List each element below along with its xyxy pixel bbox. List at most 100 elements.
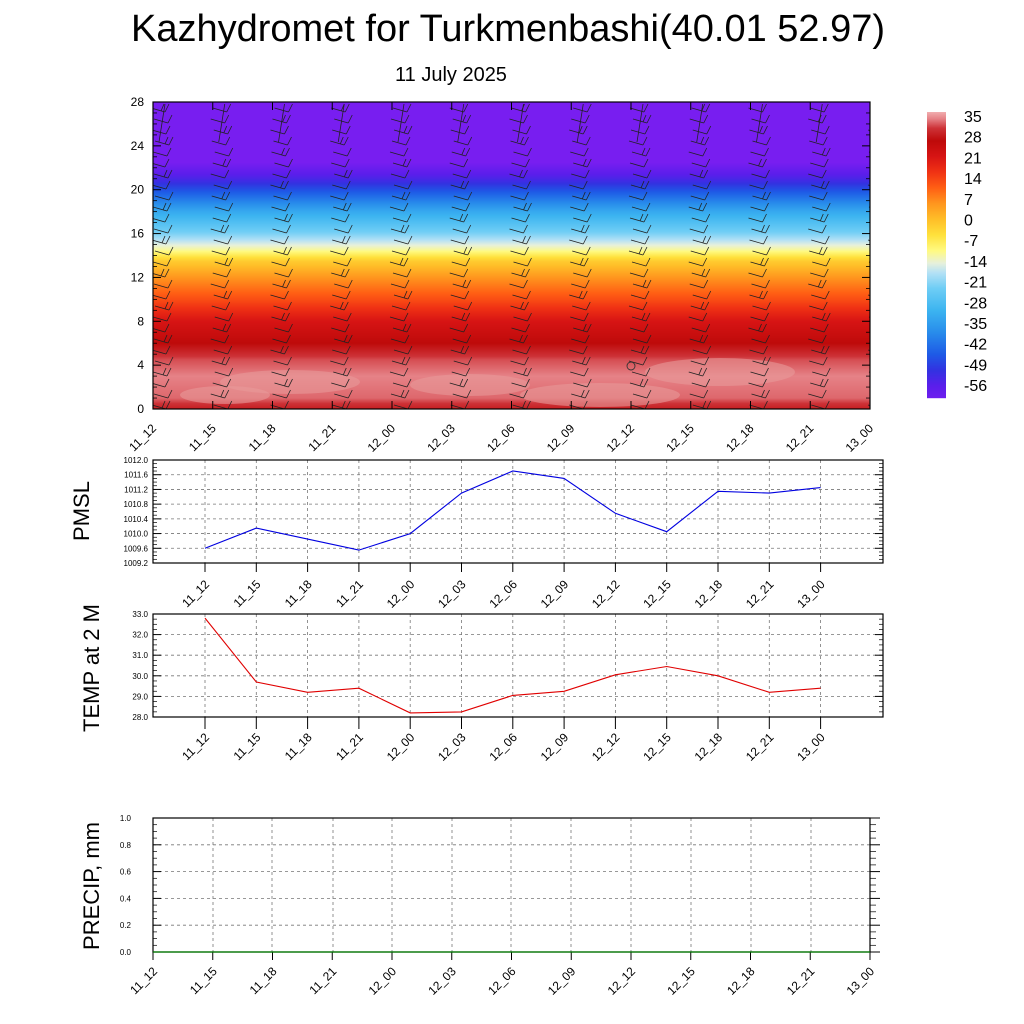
wind-barb xyxy=(391,356,411,366)
heatmap-band xyxy=(153,252,870,254)
heatmap-band xyxy=(153,171,870,173)
heatmap-band xyxy=(153,146,870,148)
heatmap-band xyxy=(153,127,870,129)
colorbar-band xyxy=(927,254,946,256)
heatmap-band xyxy=(153,283,870,285)
heatmap-ytick-label: 8 xyxy=(137,314,144,328)
xtick-label: 11_21 xyxy=(333,730,366,763)
wind-barb xyxy=(748,158,767,168)
wind-barb xyxy=(629,323,649,333)
colorbar-label: 35 xyxy=(964,109,982,126)
colorbar-band xyxy=(927,269,946,271)
heatmap-band xyxy=(153,218,870,220)
colorbar-band xyxy=(927,308,946,310)
colorbar-band xyxy=(927,274,946,276)
colorbar-band xyxy=(927,329,946,331)
wind-barb xyxy=(153,224,173,234)
ytick-label: 0.2 xyxy=(120,921,132,930)
heatmap-band xyxy=(153,326,870,328)
heatmap-patch xyxy=(645,358,795,386)
heatmap-band xyxy=(153,265,870,267)
wind-barb xyxy=(453,356,473,366)
wind-barb xyxy=(629,378,649,388)
colorbar-band xyxy=(927,302,946,304)
wind-barb xyxy=(270,345,289,355)
wind-barb xyxy=(812,257,831,267)
wind-barb xyxy=(572,191,591,201)
wind-barb xyxy=(210,389,230,399)
colorbar-band xyxy=(927,370,946,372)
colorbar-band xyxy=(927,168,946,170)
wind-barb xyxy=(153,400,171,409)
colorbar-band xyxy=(927,183,946,185)
colorbar-band xyxy=(927,281,946,283)
heatmap-band xyxy=(153,355,870,357)
colorbar-band xyxy=(927,309,946,311)
heatmap-band xyxy=(153,312,870,314)
xtick-label: 11_12 xyxy=(127,964,160,997)
heatmap-band xyxy=(153,376,870,378)
colorbar-band xyxy=(927,257,946,259)
heatmap-band xyxy=(153,296,870,298)
wind-barb xyxy=(389,367,409,377)
heatmap-band xyxy=(153,183,870,185)
colorbar-band xyxy=(927,201,946,203)
wind-barb xyxy=(332,125,351,135)
colorbar-band xyxy=(927,350,946,352)
colorbar-band xyxy=(927,228,946,230)
xtick-label: 12_00 xyxy=(366,964,400,998)
xtick-label: 11_21 xyxy=(307,964,340,997)
heatmap-band xyxy=(153,345,870,347)
colorbar-band xyxy=(927,307,946,309)
colorbar-band xyxy=(927,154,946,156)
wind-barb-staff xyxy=(278,103,285,143)
xtick-label: 12_00 xyxy=(384,730,418,764)
heatmap-band xyxy=(153,125,870,127)
wind-barb xyxy=(393,125,413,135)
xtick-label: 12_12 xyxy=(589,730,623,764)
heatmap-band xyxy=(153,271,870,273)
colorbar-band xyxy=(927,285,946,287)
wind-barb xyxy=(449,213,469,223)
heatmap-xtick-label: 11_18 xyxy=(246,421,279,454)
heatmap-patch xyxy=(220,370,360,394)
wind-barb xyxy=(689,169,709,179)
heatmap-band xyxy=(153,346,870,348)
wind-barb xyxy=(214,257,234,267)
wind-barb xyxy=(450,345,470,355)
heatmap-band xyxy=(153,242,870,244)
colorbar-band xyxy=(927,290,946,292)
heatmap-xtick-label: 11_15 xyxy=(186,421,219,454)
colorbar-band xyxy=(927,247,946,249)
colorbar-band xyxy=(927,176,946,178)
heatmap-band xyxy=(153,263,870,265)
heatmap-band xyxy=(153,140,870,142)
wind-barb xyxy=(212,378,232,388)
colorbar-band xyxy=(927,122,946,124)
colorbar-band xyxy=(927,246,946,248)
wind-barb xyxy=(630,345,650,355)
colorbar-band xyxy=(927,161,946,163)
wind-barb xyxy=(453,191,473,201)
heatmap-band xyxy=(153,112,870,114)
wind-barb xyxy=(872,269,890,277)
wind-barb xyxy=(572,246,591,256)
wind-barb xyxy=(453,301,473,311)
wind-barb xyxy=(153,257,172,267)
colorbar-band xyxy=(927,304,946,306)
wind-barb xyxy=(512,290,531,300)
colorbar-band xyxy=(927,119,946,121)
heatmap-band xyxy=(153,286,870,288)
heatmap-band xyxy=(153,396,870,398)
colorbar-band xyxy=(927,123,946,125)
colorbar-band xyxy=(927,336,946,338)
heatmap-xtick-label: 12_03 xyxy=(424,421,458,455)
xtick-label: 11_18 xyxy=(282,730,315,763)
xtick-label: 12_06 xyxy=(485,964,519,998)
heatmap-ytick-label: 12 xyxy=(131,270,145,284)
colorbar-band xyxy=(927,360,946,362)
colorbar-band xyxy=(927,363,946,365)
wind-barb xyxy=(330,356,349,366)
colorbar-band xyxy=(927,332,946,334)
heatmap-band xyxy=(153,370,870,372)
